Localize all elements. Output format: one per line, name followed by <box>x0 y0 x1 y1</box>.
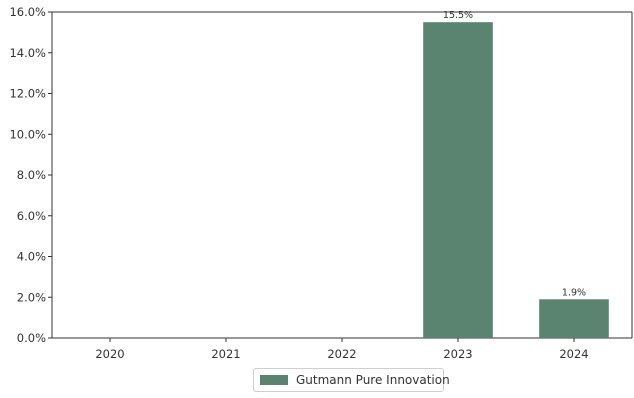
bar-data-label: 1.9% <box>562 287 586 298</box>
y-tick-label: 8.0% <box>17 168 46 182</box>
y-tick-label: 2.0% <box>17 290 46 304</box>
y-tick-label: 14.0% <box>9 46 46 60</box>
bars <box>423 22 609 338</box>
x-tick-label: 2023 <box>443 347 472 361</box>
y-tick-label: 12.0% <box>9 87 46 101</box>
x-tick-label: 2024 <box>559 347 588 361</box>
axes: 0.0% 2.0% 4.0% 6.0% 8.0% 10.0% 12.0% 14.0% 16.0%… <box>9 5 633 361</box>
data-labels: 15.5% 1.9% <box>443 10 586 298</box>
legend: Gutmann Pure Innovation <box>253 368 450 392</box>
x-tick-label: 2020 <box>95 347 124 361</box>
bar <box>539 299 609 338</box>
y-tick-label: 16.0% <box>9 5 46 19</box>
legend-swatch <box>260 375 288 385</box>
y-tick-label: 10.0% <box>9 127 46 141</box>
bar <box>423 22 493 338</box>
y-tick-label: 4.0% <box>17 250 46 264</box>
y-tick-label: 6.0% <box>17 209 46 223</box>
x-tick-label: 2022 <box>327 347 356 361</box>
x-tick-label: 2021 <box>211 347 240 361</box>
legend-label: Gutmann Pure Innovation <box>296 373 450 387</box>
y-tick-label: 0.0% <box>17 331 46 345</box>
bar-data-label: 15.5% <box>443 10 473 21</box>
